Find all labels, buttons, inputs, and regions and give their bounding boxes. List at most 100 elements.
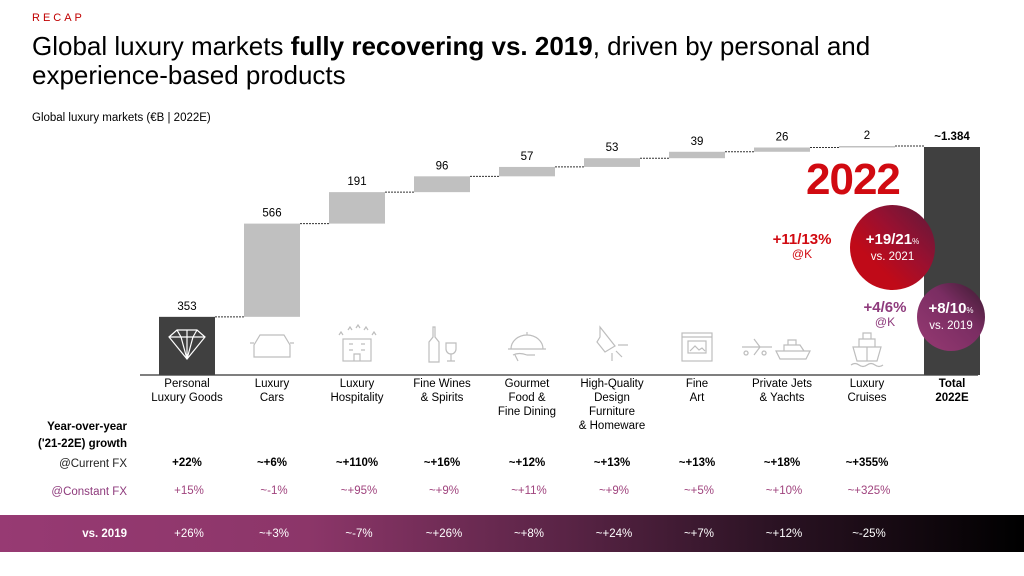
current-fx-value: ~+16% bbox=[423, 457, 461, 469]
category-label: Luxury Hospitality bbox=[312, 377, 402, 405]
category-label: Personal Luxury Goods bbox=[142, 377, 232, 405]
bar-value-label: 353 bbox=[177, 301, 196, 313]
current-fx-value: ~+110% bbox=[335, 457, 379, 469]
constant-fx-value: +15% bbox=[174, 485, 204, 497]
highlight-year: 2022 bbox=[806, 155, 901, 204]
category-label-line: High-Quality bbox=[580, 378, 644, 390]
category-label-line: & Homeware bbox=[578, 420, 646, 432]
category-label-line: Luxury bbox=[339, 378, 375, 390]
bar-value-label: 26 bbox=[776, 131, 789, 143]
bar-4 bbox=[414, 176, 470, 193]
bar-value-label: 191 bbox=[347, 176, 366, 188]
chart-subtitle: Global luxury markets (€B | 2022E) bbox=[32, 112, 211, 124]
category-label-line: Fine Wines bbox=[413, 378, 471, 390]
vs-2019-label: vs. 2019 bbox=[82, 528, 127, 540]
bar-2 bbox=[244, 223, 300, 317]
current-fx-label: @Current FX bbox=[59, 458, 127, 470]
category-label-line: Design bbox=[594, 392, 630, 404]
hotel-icon bbox=[338, 323, 377, 362]
category-label-line: & Spirits bbox=[420, 392, 464, 404]
bar-value-label: 2 bbox=[864, 130, 870, 142]
bar-5 bbox=[499, 166, 555, 177]
constant-fx-value: ~+11% bbox=[511, 485, 547, 497]
vs-2019-value: ~+7% bbox=[683, 528, 715, 540]
category-label: High-Quality Design Furniture & Homeware bbox=[567, 377, 657, 433]
category-label-line: Food & bbox=[508, 392, 546, 404]
constant-fx-label: @Constant FX bbox=[51, 486, 127, 498]
car-icon bbox=[250, 334, 294, 358]
title-part-2: , driven by personal and experience-base… bbox=[32, 31, 871, 90]
category-label-line: & Yachts bbox=[759, 392, 805, 404]
bar-7 bbox=[669, 151, 725, 159]
category-label-line: Hospitality bbox=[330, 392, 384, 404]
bar-3 bbox=[329, 192, 385, 224]
category-label-line: Fine Dining bbox=[497, 406, 557, 418]
lamp-icon bbox=[596, 325, 628, 361]
growth-vs-2019-pct: % bbox=[966, 306, 974, 315]
constant-growth-2019-callout: +4/6% @K bbox=[855, 300, 915, 330]
current-fx-value: +22% bbox=[172, 457, 202, 469]
constant-fx-value: ~+325% bbox=[847, 485, 891, 497]
constant-growth-2021-callout: +11/13% @K bbox=[762, 232, 842, 262]
category-label: Luxury Cars bbox=[227, 377, 317, 405]
category-label: Luxury Cruises bbox=[822, 377, 912, 405]
category-label-line: Luxury bbox=[254, 378, 290, 390]
bar-value-label: 57 bbox=[521, 151, 534, 163]
jet-yacht-icon bbox=[742, 338, 811, 360]
constant-fx-value: ~+9% bbox=[598, 485, 630, 497]
wine-icon bbox=[428, 326, 457, 363]
category-label-line: Cars bbox=[259, 392, 285, 404]
vs-2019-value: +26% bbox=[174, 528, 204, 540]
yoy-growth-heading: Year-over-year ('21-22E) growth bbox=[38, 419, 127, 453]
category-label-line: Furniture bbox=[588, 406, 636, 418]
category-label-line: Personal bbox=[164, 378, 210, 390]
title-part-1: Global luxury markets bbox=[32, 31, 291, 61]
category-label: Total 2022E bbox=[907, 377, 997, 405]
vs-2019-band bbox=[0, 515, 1024, 552]
category-label-line: 2022E bbox=[935, 392, 969, 404]
bar-9 bbox=[839, 145, 895, 148]
cruise-ship-icon bbox=[850, 332, 884, 368]
vs-2019-value: ~+3% bbox=[258, 528, 290, 540]
category-label: Private Jets & Yachts bbox=[737, 377, 827, 405]
bar-value-label: 566 bbox=[262, 208, 281, 220]
growth-vs-2019-circle: +8/10% vs. 2019 bbox=[917, 283, 985, 351]
cloche-icon bbox=[508, 332, 546, 362]
vs-2019-value: ~+26% bbox=[425, 528, 463, 540]
page-title: Global luxury markets fully recovering v… bbox=[32, 32, 992, 90]
vs-2019-value: ~-25% bbox=[852, 528, 886, 540]
constant-fx-value: ~+5% bbox=[683, 485, 715, 497]
category-label-line: Fine bbox=[685, 378, 709, 390]
constant-fx-value: ~+95% bbox=[340, 485, 378, 497]
current-fx-value: ~+13% bbox=[678, 457, 716, 469]
category-label-line: Total bbox=[938, 378, 966, 390]
title-bold: fully recovering vs. 2019 bbox=[290, 31, 593, 61]
growth-vs-2021-value: +19/21 bbox=[865, 230, 913, 248]
current-fx-value: ~+12% bbox=[508, 457, 546, 469]
painting-icon bbox=[681, 332, 713, 362]
vs-2019-value: ~+24% bbox=[595, 528, 633, 540]
category-label-line: Luxury Goods bbox=[151, 392, 223, 404]
current-fx-value: ~+18% bbox=[763, 457, 801, 469]
vs-2019-value: ~-7% bbox=[345, 528, 373, 540]
category-label-line: Gourmet bbox=[504, 378, 550, 390]
yoy-heading-line1: Year-over-year bbox=[47, 421, 127, 433]
bar-6 bbox=[584, 158, 640, 167]
yoy-heading-line2: ('21-22E) growth bbox=[38, 438, 127, 450]
current-fx-value: ~+355% bbox=[845, 457, 889, 469]
category-label-line: Luxury bbox=[849, 378, 885, 390]
bar-8 bbox=[754, 147, 810, 152]
bar-value-label: 39 bbox=[691, 136, 704, 148]
growth-vs-2019-value: +8/10 bbox=[928, 300, 967, 317]
growth-vs-2021-pct: % bbox=[912, 236, 920, 246]
bar-value-label: ~1.384 bbox=[934, 131, 970, 143]
category-label: Fine Wines & Spirits bbox=[397, 377, 487, 405]
category-label-line: Cruises bbox=[847, 392, 887, 404]
constant-fx-value: ~-1% bbox=[260, 485, 288, 497]
vs-2019-value: ~+12% bbox=[765, 528, 803, 540]
constant-growth-2019-value: +4/6% bbox=[863, 299, 907, 316]
growth-vs-2021-circle: +19/21% vs. 2021 bbox=[850, 205, 935, 290]
kicker-recap: RECAP bbox=[32, 12, 85, 24]
category-label-line: Private Jets bbox=[751, 378, 813, 390]
growth-vs-2019-label: vs. 2019 bbox=[929, 320, 973, 332]
